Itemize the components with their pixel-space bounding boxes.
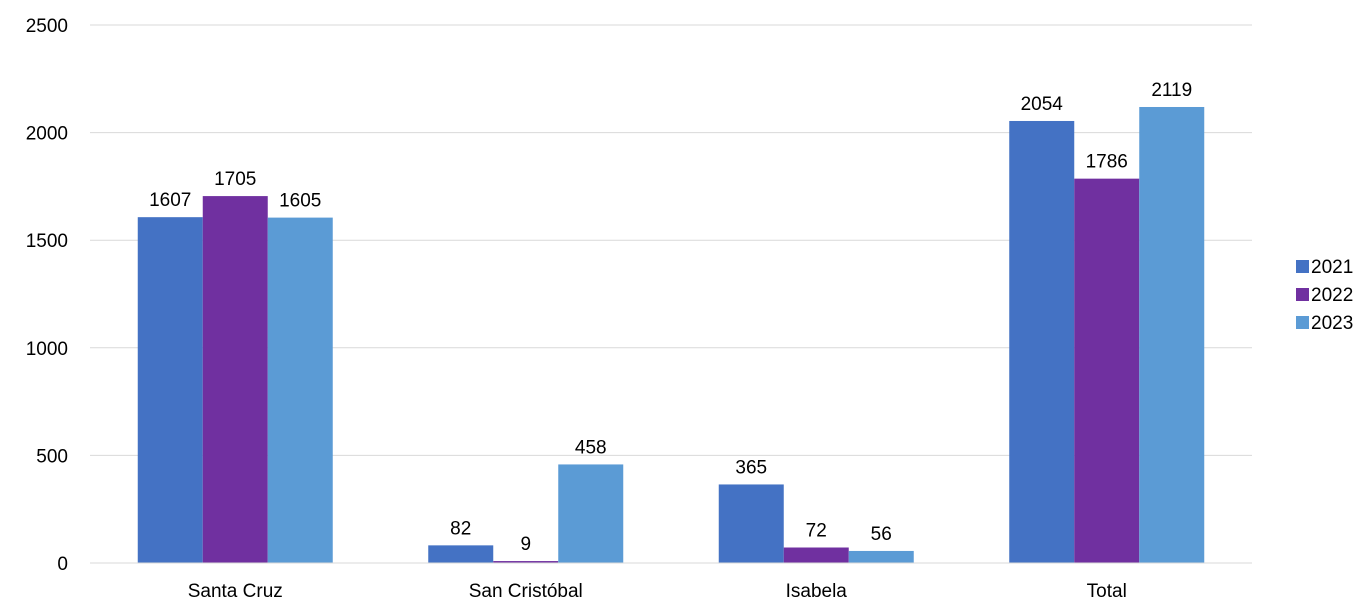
- y-tick-label: 1500: [26, 231, 68, 252]
- x-category-label: Isabela: [786, 581, 848, 602]
- data-label: 72: [806, 521, 827, 542]
- y-tick-label: 0: [57, 554, 68, 575]
- bar: [1074, 178, 1140, 563]
- bar: [267, 217, 333, 563]
- y-tick-label: 500: [36, 446, 68, 467]
- x-category-label: Total: [1087, 581, 1127, 602]
- y-axis: 0 500 1000 1500 2000 2500: [26, 16, 68, 575]
- data-label: 1786: [1086, 152, 1128, 173]
- y-tick-label: 1000: [26, 339, 68, 360]
- bar: [1139, 106, 1205, 563]
- data-label: 458: [575, 437, 607, 458]
- bar: [202, 196, 268, 564]
- bar: [1009, 120, 1075, 564]
- legend-label: 2023: [1311, 313, 1353, 334]
- legend-swatch: [1296, 260, 1309, 273]
- bar: [137, 217, 203, 564]
- legend-label: 2022: [1311, 285, 1353, 306]
- bar: [718, 484, 784, 563]
- data-label: 1605: [279, 191, 321, 212]
- bar: [783, 547, 849, 563]
- y-tick-label: 2500: [26, 16, 68, 37]
- bar: [848, 550, 914, 563]
- y-tick-label: 2000: [26, 124, 68, 145]
- x-category-label: Santa Cruz: [188, 581, 283, 602]
- data-label: 1607: [149, 190, 191, 211]
- bar: [558, 464, 624, 563]
- bar: [428, 545, 494, 563]
- legend-label: 2021: [1311, 257, 1353, 278]
- data-label: 2119: [1151, 80, 1192, 101]
- x-axis: Santa Cruz San Cristóbal Isabela Total: [90, 562, 1252, 602]
- data-label: 1705: [214, 169, 256, 190]
- data-labels: 1607 1705 1605 82 9 458 365 72 56 2054 1786 2119: [149, 80, 1192, 555]
- data-label: 82: [450, 518, 471, 539]
- bars: [137, 106, 1205, 564]
- data-label: 365: [735, 457, 767, 478]
- x-category-label: San Cristóbal: [469, 581, 583, 602]
- data-label: 56: [871, 524, 892, 545]
- bar: [493, 561, 559, 563]
- legend-swatch: [1296, 288, 1309, 301]
- legend: 2021 2022 2023: [1296, 257, 1353, 334]
- legend-swatch: [1296, 316, 1309, 329]
- data-label: 2054: [1021, 94, 1064, 115]
- data-label: 9: [520, 534, 531, 555]
